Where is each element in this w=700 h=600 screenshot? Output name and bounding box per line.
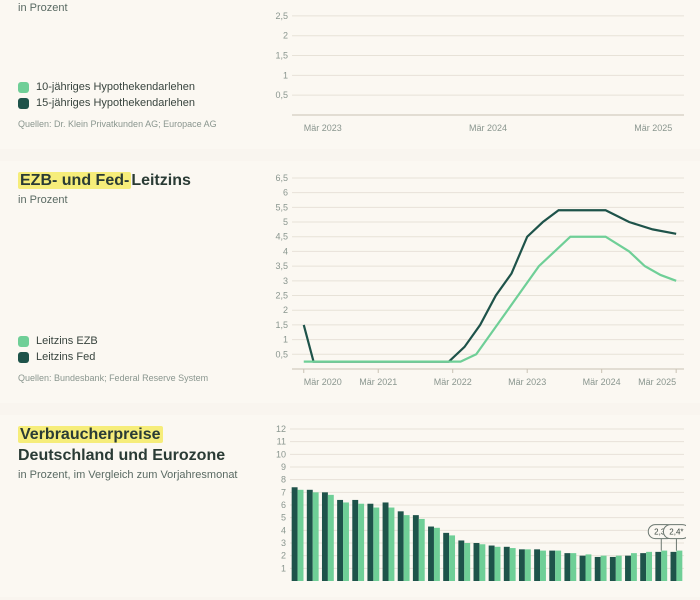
- svg-text:Mär 2025: Mär 2025: [634, 123, 672, 133]
- svg-text:Mär 2021: Mär 2021: [359, 377, 397, 387]
- svg-text:9: 9: [281, 462, 286, 472]
- swatch-icon: [18, 82, 29, 93]
- panel-mortgage: in Prozent 10-jähriges Hypothekendarlehe…: [0, 0, 700, 149]
- legend-label: 15-jähriges Hypothekendarlehen: [36, 97, 195, 109]
- svg-text:4: 4: [281, 525, 286, 535]
- title-rest: Leitzins: [131, 172, 191, 189]
- legend-item-15y: 15-jähriges Hypothekendarlehen: [18, 97, 266, 109]
- title-highlight: EZB- und Fed-: [18, 172, 131, 189]
- svg-text:2: 2: [281, 551, 286, 561]
- panel3-title: Verbraucherpreise Deutschland und Eurozo…: [18, 425, 266, 467]
- svg-text:Mär 2025: Mär 2025: [638, 377, 676, 387]
- svg-text:Mär 2024: Mär 2024: [583, 377, 621, 387]
- swatch-icon: [18, 336, 29, 347]
- swatch-icon: [18, 98, 29, 109]
- svg-text:2: 2: [283, 31, 288, 41]
- legend-item-ezb: Leitzins EZB: [18, 335, 266, 347]
- svg-text:5,5: 5,5: [275, 202, 288, 212]
- title-highlight: Verbraucherpreise: [18, 426, 163, 443]
- svg-text:4: 4: [283, 246, 288, 256]
- legend-item-fed: Leitzins Fed: [18, 351, 266, 363]
- legend-item-10y: 10-jähriges Hypothekendarlehen: [18, 81, 266, 93]
- svg-text:6,5: 6,5: [275, 173, 288, 183]
- svg-text:7: 7: [281, 487, 286, 497]
- svg-text:6: 6: [281, 500, 286, 510]
- svg-text:3: 3: [281, 538, 286, 548]
- panel2-chart: 0,5 1 1,5 2 2,5 3 3,5 4 4,5 5 5,5 6 6,5 Mär 2020 Mär 2…: [266, 171, 686, 391]
- svg-text:Mär 2023: Mär 2023: [508, 377, 546, 387]
- legend-label: 10-jähriges Hypothekendarlehen: [36, 81, 195, 93]
- svg-text:2,5: 2,5: [275, 11, 288, 21]
- svg-text:5: 5: [281, 513, 286, 523]
- svg-text:8: 8: [281, 475, 286, 485]
- legend-label: Leitzins EZB: [36, 335, 98, 347]
- panel3-chart: 1234567891011122,3*2,4*: [266, 425, 686, 585]
- svg-text:12: 12: [276, 425, 286, 434]
- swatch-icon: [18, 352, 29, 363]
- panel-leitzins: EZB- und Fed-Leitzins in Prozent Leitzin…: [0, 161, 700, 403]
- panel1-subtitle: in Prozent: [18, 2, 266, 14]
- svg-text:11: 11: [277, 437, 286, 447]
- svg-text:6: 6: [283, 188, 288, 198]
- panel2-title: EZB- und Fed-Leitzins: [18, 171, 266, 192]
- panel2-source: Quellen: Bundesbank; Federal Reserve Sys…: [18, 373, 266, 383]
- svg-text:Mär 2024: Mär 2024: [469, 123, 507, 133]
- svg-text:2,4*: 2,4*: [669, 528, 683, 537]
- svg-text:1,5: 1,5: [275, 320, 288, 330]
- svg-text:Mär 2022: Mär 2022: [434, 377, 472, 387]
- svg-text:10: 10: [276, 449, 286, 459]
- legend-label: Leitzins Fed: [36, 351, 95, 363]
- svg-text:1: 1: [281, 563, 286, 573]
- title-line2: Deutschland und Eurozone: [18, 447, 225, 464]
- svg-text:0,5: 0,5: [275, 349, 288, 359]
- svg-text:0,5: 0,5: [275, 90, 288, 100]
- svg-text:5: 5: [283, 217, 288, 227]
- panel2-subtitle: in Prozent: [18, 194, 266, 206]
- svg-text:1: 1: [283, 70, 288, 80]
- panel1-source: Quellen: Dr. Klein Privatkunden AG; Euro…: [18, 119, 266, 129]
- panel3-subtitle: in Prozent, im Vergleich zum Vorjahresmo…: [18, 469, 266, 481]
- svg-text:3: 3: [283, 276, 288, 286]
- svg-text:3,5: 3,5: [275, 261, 288, 271]
- panel1-chart: 0,5 1 1,5 2 2,5 Mär 2023 Mär 2024 Mär 2025: [266, 2, 686, 137]
- svg-text:Mär 2020: Mär 2020: [304, 377, 342, 387]
- svg-text:Mär 2023: Mär 2023: [304, 123, 342, 133]
- svg-text:1,5: 1,5: [275, 51, 288, 61]
- panel-verbraucherpreise: Verbraucherpreise Deutschland und Eurozo…: [0, 415, 700, 597]
- svg-text:2,5: 2,5: [275, 291, 288, 301]
- svg-text:2: 2: [283, 305, 288, 315]
- svg-text:1: 1: [283, 335, 288, 345]
- svg-text:4,5: 4,5: [275, 232, 288, 242]
